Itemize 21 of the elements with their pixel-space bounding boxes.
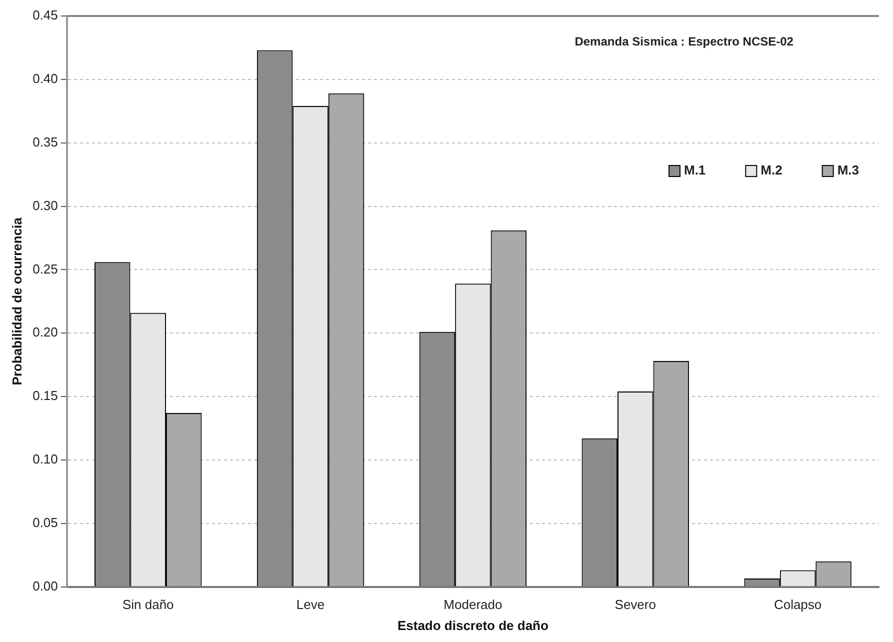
legend-label: M.2 <box>760 162 782 178</box>
y-tick-label: 0.35 <box>32 134 58 150</box>
y-tick-label: 0.15 <box>32 388 58 404</box>
x-tick-label: Leve <box>296 597 325 612</box>
legend-label: M.1 <box>684 162 706 178</box>
y-tick-label: 0.40 <box>32 71 58 86</box>
y-tick-label: 0.45 <box>32 8 58 23</box>
text: Demanda Sismica : Espectro NCSE-02 <box>574 34 794 48</box>
y-tick-label: 0.05 <box>32 514 58 530</box>
legend-label: M.3 <box>837 162 859 178</box>
x-tick-label: Moderado <box>444 597 502 612</box>
y-tick-label: 0.30 <box>32 198 58 213</box>
y-axis-title: Probabilidad de ocurrencia <box>9 216 24 386</box>
x-tick-label: Colapso <box>774 597 822 612</box>
x-tick-label: Severo <box>614 597 656 612</box>
y-tick-label: 0.10 <box>32 452 58 467</box>
y-tick-label: 0.20 <box>32 324 58 340</box>
x-tick-label: Sin daño <box>122 597 174 612</box>
x-axis-title: Estado discreto de daño <box>397 618 548 633</box>
y-tick-label: 0.00 <box>32 578 58 594</box>
y-tick-label: 0.25 <box>32 261 58 276</box>
